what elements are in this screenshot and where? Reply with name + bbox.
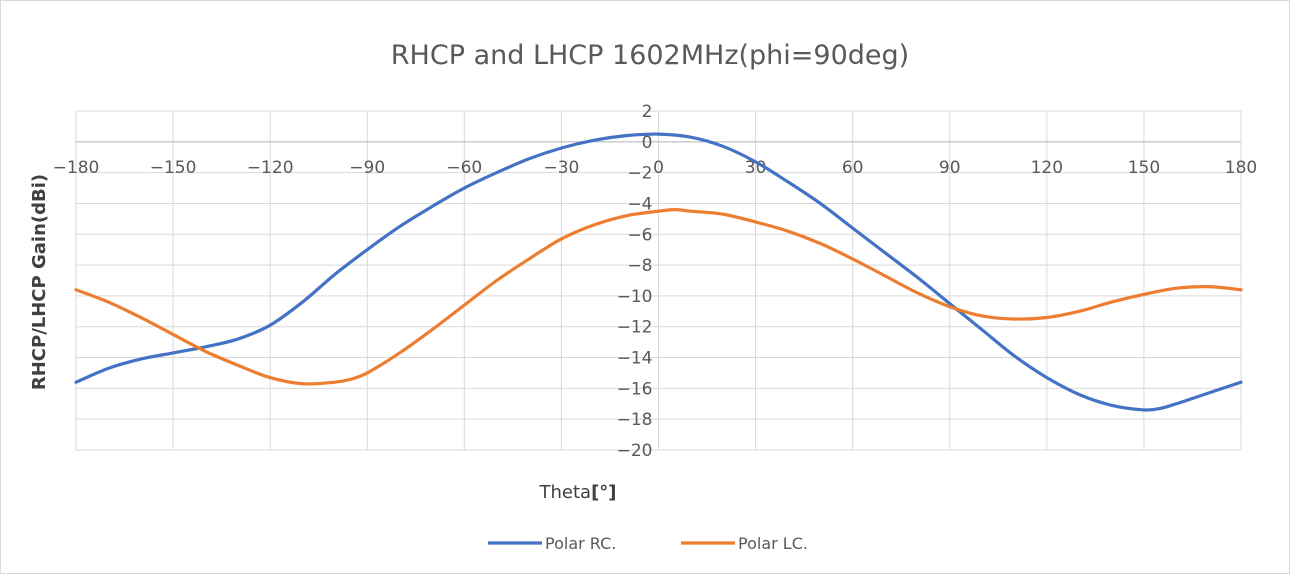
series-line-polar-lc bbox=[74, 208, 1243, 386]
y-tick-label: −4 bbox=[627, 194, 652, 214]
y-tick-label: −20 bbox=[617, 441, 653, 461]
x-tick-label: −60 bbox=[446, 158, 482, 178]
x-tick-label: −30 bbox=[543, 158, 579, 178]
y-tick-label: −10 bbox=[617, 287, 653, 307]
x-tick-label: −180 bbox=[53, 158, 100, 178]
grid-lines bbox=[75, 110, 1242, 451]
x-tick-label: −120 bbox=[247, 158, 294, 178]
x-tick-label: 60 bbox=[842, 158, 864, 178]
y-tick-label: −14 bbox=[617, 349, 653, 369]
x-tick-label: 150 bbox=[1128, 158, 1160, 178]
x-tick-labels: −180 −150 −120 −90 −60 −30 0 30 60 90 120 150 180 bbox=[53, 158, 1258, 178]
y-tick-label: −16 bbox=[617, 379, 653, 399]
x-tick-label: 120 bbox=[1031, 158, 1063, 178]
legend-label: Polar RC. bbox=[545, 534, 616, 553]
y-tick-label: −18 bbox=[617, 410, 653, 430]
legend-item: Polar RC. bbox=[488, 534, 616, 553]
x-axis-label: Theta[°] bbox=[538, 482, 616, 503]
legend-label: Polar LC. bbox=[738, 534, 808, 553]
x-tick-label: −150 bbox=[150, 158, 197, 178]
series-lines bbox=[74, 132, 1243, 412]
y-tick-labels: 2 0 −2 −4 −6 −8 −10 −12 −14 −16 −18 −20 bbox=[617, 102, 653, 461]
y-tick-label: −6 bbox=[627, 225, 652, 245]
legend: Polar RC. Polar LC. bbox=[488, 534, 808, 553]
x-tick-label: 180 bbox=[1225, 158, 1257, 178]
series-line-polar-rc bbox=[74, 132, 1243, 412]
y-axis-label: RHCP/LHCP Gain(dBi) bbox=[29, 174, 50, 390]
legend-item: Polar LC. bbox=[681, 534, 808, 553]
x-tick-label: 90 bbox=[939, 158, 961, 178]
x-tick-label: −90 bbox=[349, 158, 385, 178]
y-tick-label: 0 bbox=[642, 133, 653, 153]
chart-title: RHCP and LHCP 1602MHz(phi=90deg) bbox=[391, 40, 909, 71]
x-tick-label: 0 bbox=[653, 158, 664, 178]
x-tick-label: 30 bbox=[745, 158, 767, 178]
y-tick-label: 2 bbox=[642, 102, 653, 122]
x-axis-label-text: Theta bbox=[538, 482, 591, 503]
y-tick-label: −8 bbox=[627, 256, 652, 276]
x-axis-label-unit: [°] bbox=[591, 482, 616, 503]
y-tick-label: −12 bbox=[617, 318, 653, 338]
y-tick-label: −2 bbox=[627, 164, 652, 184]
